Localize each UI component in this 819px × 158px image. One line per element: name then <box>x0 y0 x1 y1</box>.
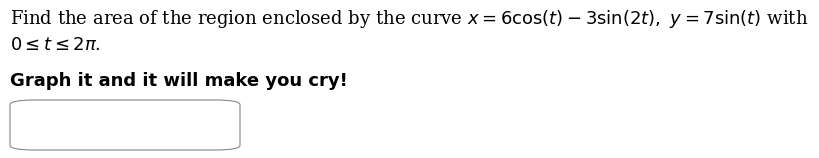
Text: Find the area of the region enclosed by the curve $x = 6\cos(t) - 3\sin(2t),\ y : Find the area of the region enclosed by … <box>10 8 808 30</box>
Text: $0 \leq t \leq 2\pi.$: $0 \leq t \leq 2\pi.$ <box>10 36 101 54</box>
Text: Graph it and it will make you cry!: Graph it and it will make you cry! <box>10 72 347 90</box>
FancyBboxPatch shape <box>10 100 240 150</box>
